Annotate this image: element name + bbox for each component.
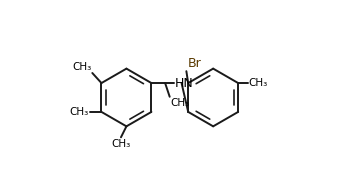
- Text: CH₃: CH₃: [72, 61, 91, 72]
- Text: Br: Br: [187, 57, 201, 70]
- Text: CH₃: CH₃: [171, 98, 190, 108]
- Text: CH₃: CH₃: [111, 139, 130, 149]
- Text: HN: HN: [175, 77, 194, 90]
- Text: CH₃: CH₃: [70, 107, 89, 117]
- Text: CH₃: CH₃: [249, 78, 268, 88]
